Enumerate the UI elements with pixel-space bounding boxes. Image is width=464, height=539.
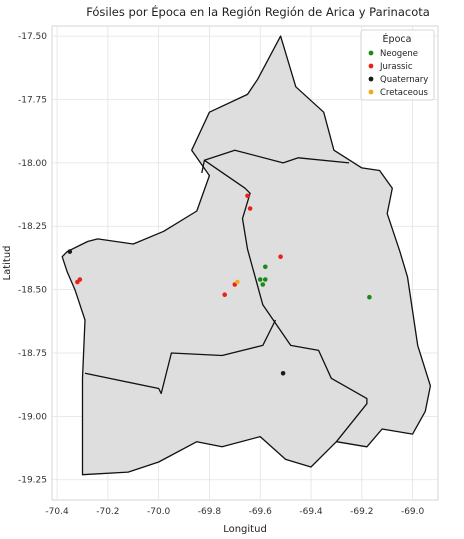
fossil-point-neogene	[260, 282, 266, 287]
y-axis-ticks: -17.50 -17.75 -18.00 -18.25 -18.50 -18.75 -19.…	[18, 32, 47, 486]
x-tick-label: -69.4	[299, 507, 323, 517]
commune-border	[201, 159, 368, 443]
y-tick-label: -18.25	[18, 222, 47, 232]
fossil-point-quaternary	[67, 249, 73, 254]
x-tick-label: -69.8	[198, 507, 222, 517]
legend-marker	[368, 89, 374, 95]
fossil-point-quaternary	[280, 371, 286, 376]
fossil-point-cretaceous	[235, 279, 240, 285]
legend-marker	[368, 50, 374, 56]
legend-title: Época	[383, 33, 412, 45]
x-tick-label: -69.2	[350, 507, 373, 517]
fossil-point-jurassic	[247, 206, 253, 211]
legend-label: Quaternary	[380, 75, 428, 85]
region-map	[61, 35, 432, 476]
commune-border	[204, 149, 350, 164]
x-axis-label: Longitud	[223, 524, 267, 535]
fossil-points	[67, 193, 372, 376]
fossil-point-neogene	[263, 264, 268, 270]
y-axis-label: Latitud	[2, 245, 13, 280]
legend-marker	[368, 63, 374, 69]
x-tick-label: -70.4	[45, 507, 69, 517]
legend-label: Jurassic	[379, 62, 413, 72]
y-tick-label: -17.75	[18, 96, 47, 106]
fossil-point-neogene	[263, 277, 268, 282]
region-outline	[61, 35, 432, 476]
x-tick-label: -69.6	[249, 507, 273, 517]
legend-label: Neogene	[380, 49, 418, 59]
fossil-point-jurassic	[75, 279, 80, 285]
x-tick-label: -70.0	[147, 507, 171, 517]
fossil-point-jurassic	[278, 254, 283, 259]
fossil-point-neogene	[367, 294, 372, 300]
fossil-point-jurassic	[245, 193, 250, 199]
y-tick-label: -19.25	[18, 476, 47, 486]
chart-title: Fósiles por Época en la Región Región de…	[86, 4, 430, 19]
legend-marker	[368, 76, 374, 82]
x-tick-label: -69.0	[401, 507, 425, 517]
fossil-point-neogene	[257, 277, 263, 282]
legend-label: Cretaceous	[380, 88, 429, 98]
legend-box	[360, 29, 435, 101]
y-tick-label: -18.00	[18, 159, 47, 169]
x-tick-label: -70.2	[96, 507, 119, 517]
y-tick-label: -18.50	[18, 286, 47, 296]
fossil-point-jurassic	[222, 292, 227, 298]
commune-border	[84, 319, 277, 395]
y-tick-label: -18.75	[18, 349, 47, 359]
x-axis-ticks: -70.4 -70.2 -70.0 -69.8 -69.6 -69.4 -69.2 -69.0	[45, 507, 424, 517]
legend: Época Neogene Jurassic Quaternary Cretaceou…	[360, 29, 435, 101]
y-tick-label: -19.00	[18, 412, 47, 422]
y-tick-label: -17.50	[18, 32, 47, 42]
